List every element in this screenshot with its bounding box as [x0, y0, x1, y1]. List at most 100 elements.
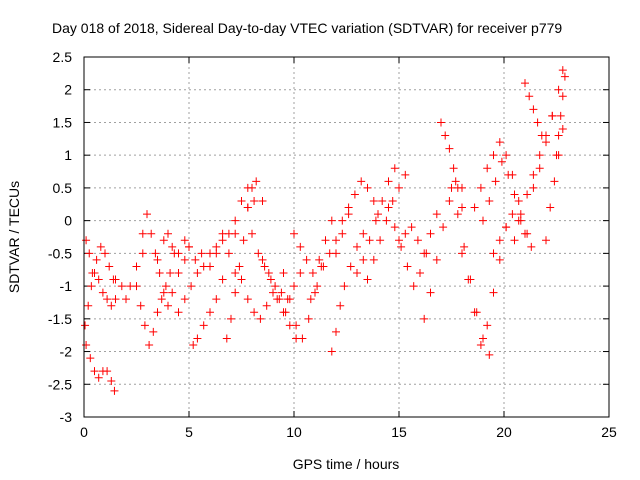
data-point: [313, 282, 322, 291]
data-point: [107, 377, 116, 385]
data-point: [285, 295, 294, 304]
data-point: [558, 66, 567, 75]
data-point: [483, 164, 492, 173]
data-point: [439, 223, 448, 232]
data-point: [321, 236, 330, 245]
data-point: [206, 308, 214, 317]
grid: [84, 57, 609, 417]
data-point: [560, 72, 569, 81]
data-point: [231, 216, 240, 225]
data-point: [510, 190, 519, 199]
y-tick-label: -1.5: [48, 311, 72, 327]
data-point: [243, 295, 252, 304]
data-point: [338, 229, 347, 238]
data-point: [81, 321, 90, 330]
data-point: [495, 138, 504, 147]
data-point: [103, 367, 112, 376]
data-point: [495, 236, 504, 245]
data-point: [180, 255, 189, 264]
data-point: [311, 288, 319, 297]
data-point: [94, 275, 103, 284]
data-point: [529, 105, 538, 114]
data-point: [369, 197, 378, 205]
series-arc-23: [395, 210, 441, 258]
data-point: [269, 288, 277, 297]
data-point: [464, 275, 473, 284]
data-point: [497, 157, 506, 166]
data-point: [197, 249, 206, 258]
data-point: [327, 347, 336, 356]
data-point: [231, 288, 240, 297]
data-point: [489, 151, 498, 160]
data-point: [460, 242, 469, 251]
series-arc-24: [420, 177, 466, 323]
data-point: [180, 295, 189, 304]
series-arc-26: [447, 183, 494, 359]
y-tick-label: 1.5: [53, 114, 73, 130]
data-point: [218, 236, 227, 245]
data-point: [470, 308, 479, 317]
data-point: [258, 255, 267, 264]
x-tick-label: 5: [185, 424, 193, 440]
data-point: [319, 262, 328, 271]
y-tick-label: -1: [60, 278, 73, 294]
data-point: [264, 269, 273, 277]
data-point: [107, 301, 116, 310]
data-point: [535, 151, 544, 160]
data-point: [363, 183, 372, 192]
data-point: [403, 262, 412, 271]
data-point: [155, 269, 164, 277]
series-arc-22: [384, 203, 431, 291]
data-point: [250, 308, 259, 317]
y-tick-label: 1: [64, 147, 72, 163]
data-point: [502, 223, 511, 232]
y-tick-label: -2: [60, 344, 73, 360]
data-point: [476, 183, 485, 192]
data-point: [485, 197, 494, 205]
data-point: [554, 131, 563, 140]
data-point: [298, 334, 307, 343]
data-point: [164, 229, 172, 238]
data-point: [489, 288, 498, 297]
series-arc-01: [81, 269, 120, 330]
data-point: [546, 203, 555, 212]
data-point: [96, 242, 105, 251]
data-point: [157, 295, 166, 304]
data-point: [248, 183, 256, 192]
data-point: [82, 341, 91, 349]
data-point: [174, 269, 183, 277]
series-arc-18: [327, 229, 368, 356]
data-point: [365, 236, 374, 245]
data-point: [101, 249, 109, 258]
series-arc-09: [189, 229, 240, 349]
data-point: [153, 308, 162, 317]
x-tick-label: 20: [496, 424, 512, 440]
data-point: [535, 164, 544, 173]
data-point: [350, 190, 359, 199]
data-point: [432, 210, 441, 219]
data-point: [103, 295, 112, 304]
data-point: [542, 138, 550, 147]
data-point: [132, 282, 141, 291]
data-point: [523, 190, 532, 199]
data-point: [168, 288, 177, 297]
series-arc-10: [206, 183, 259, 271]
data-point: [290, 282, 298, 291]
data-point: [476, 341, 485, 349]
data-point: [336, 301, 345, 310]
data-point: [248, 229, 256, 238]
data-point: [537, 131, 546, 140]
data-point: [359, 255, 368, 264]
y-tick-label: -3: [60, 409, 73, 425]
series-arc-16: [290, 216, 336, 277]
data-point: [451, 177, 460, 186]
data-point: [458, 203, 466, 212]
plot-frame: [83, 56, 610, 418]
data-point: [87, 282, 96, 291]
data-point: [159, 288, 168, 297]
data-point: [193, 269, 202, 277]
series-arc-25: [437, 118, 466, 212]
data-point: [308, 269, 317, 277]
data-point: [193, 334, 202, 343]
data-point: [149, 327, 158, 336]
